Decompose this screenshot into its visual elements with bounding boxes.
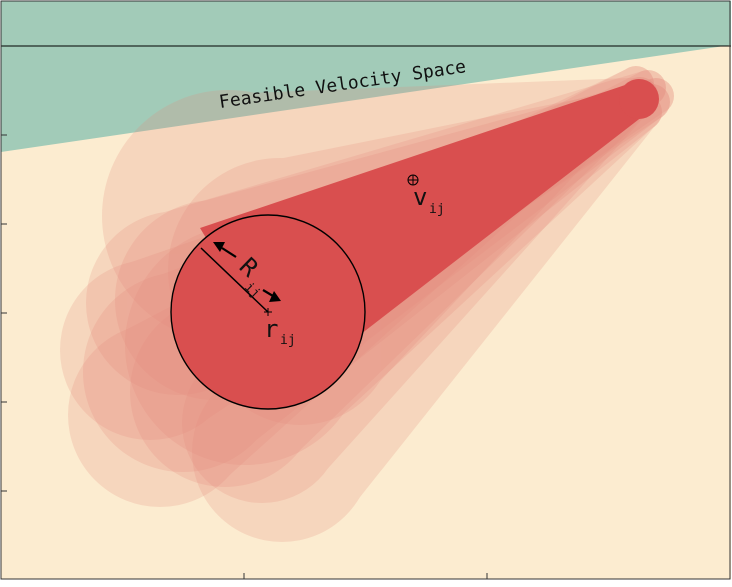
feasible-velocity-region	[1, 1, 731, 152]
radius-arrow-down-icon	[262, 289, 281, 302]
radius-line	[200, 247, 269, 313]
radius-arrow-up-icon	[213, 242, 237, 258]
center-label-subscript: ij	[280, 333, 296, 348]
axis-ticks	[1, 134, 488, 579]
relative-velocity-marker	[407, 174, 419, 186]
velocity-label-main: v	[413, 183, 427, 211]
relative-position-marker	[264, 308, 272, 316]
cone-apex-cap	[619, 79, 659, 119]
velocity-label-subscript: ij	[429, 202, 445, 217]
center-label-main: r	[264, 315, 278, 343]
